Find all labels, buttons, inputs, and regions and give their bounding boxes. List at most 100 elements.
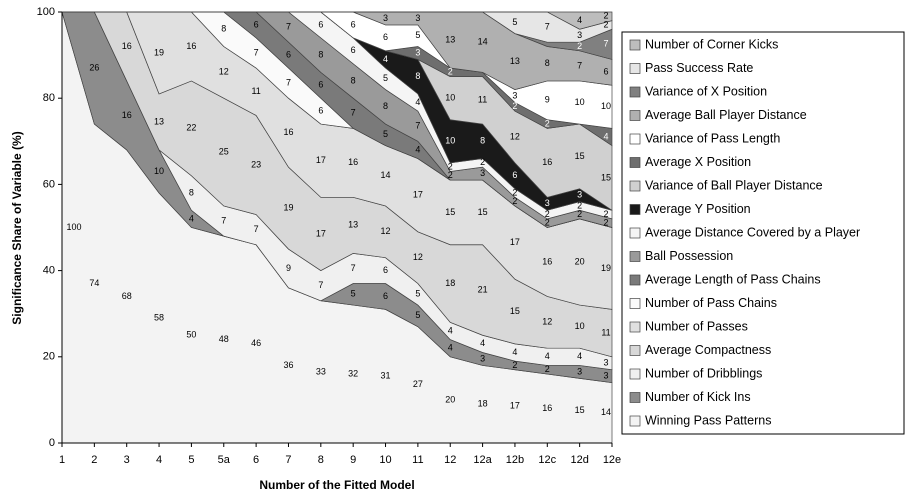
- data-label: 3: [415, 13, 420, 23]
- legend-swatch: [629, 415, 641, 427]
- data-label: 21: [478, 284, 488, 294]
- data-label: 12: [219, 67, 229, 77]
- data-label: 2: [603, 19, 608, 29]
- data-label: 6: [383, 291, 388, 301]
- data-label: 2: [603, 218, 608, 228]
- data-label: 4: [577, 351, 582, 361]
- data-label: 17: [510, 401, 520, 411]
- x-tick-label: 10: [379, 454, 391, 466]
- data-label: 6: [318, 80, 323, 90]
- data-label: 11: [251, 86, 260, 96]
- data-label: 7: [221, 215, 226, 225]
- data-label: 6: [383, 265, 388, 275]
- legend-swatch: [629, 392, 641, 403]
- data-label: 7: [318, 280, 323, 290]
- x-tick-label: 9: [350, 454, 356, 466]
- data-label: 16: [122, 41, 132, 51]
- data-label: 15: [478, 207, 488, 217]
- data-label: 3: [603, 358, 608, 368]
- data-label: 8: [415, 71, 420, 81]
- data-label: 8: [480, 136, 485, 146]
- data-label: 7: [254, 224, 259, 234]
- data-label: 6: [512, 170, 517, 180]
- x-tick-label: 7: [285, 454, 291, 466]
- data-label: 3: [545, 198, 550, 208]
- data-label: 9: [286, 263, 291, 273]
- data-label: 2: [577, 200, 582, 210]
- data-label: 5: [512, 17, 517, 27]
- data-label: 3: [383, 13, 388, 23]
- legend-swatch: [629, 63, 641, 74]
- legend-swatch: [629, 345, 641, 356]
- data-label: 13: [445, 34, 455, 44]
- x-axis-title: Number of the Fitted Model: [259, 478, 414, 492]
- data-label: 2: [512, 196, 517, 206]
- x-tick-label: 12: [444, 454, 456, 466]
- data-label: 8: [545, 58, 550, 68]
- legend-label: Average Compactness: [645, 343, 771, 357]
- data-label: 6: [351, 19, 356, 29]
- data-label: 2: [603, 11, 608, 21]
- data-label: 6: [351, 45, 356, 55]
- data-label: 17: [316, 155, 326, 165]
- x-tick-label: 12d: [570, 454, 588, 466]
- legend-swatch: [629, 133, 641, 145]
- data-label: 3: [577, 366, 582, 376]
- data-label: 32: [348, 368, 358, 378]
- x-tick-label: 1: [59, 454, 65, 466]
- data-label: 16: [542, 403, 552, 413]
- data-label: 19: [154, 47, 164, 57]
- data-label: 6: [318, 19, 323, 29]
- data-label: 16: [542, 157, 552, 167]
- data-label: 8: [221, 24, 226, 34]
- data-label: 10: [154, 166, 164, 176]
- data-label: 5: [383, 129, 388, 139]
- legend-swatch: [629, 110, 641, 121]
- data-label: 50: [186, 330, 196, 340]
- data-label: 16: [283, 127, 293, 137]
- y-tick-label: 60: [43, 178, 55, 190]
- legend-label: Winning Pass Patterns: [645, 413, 771, 427]
- x-tick-label: 4: [156, 454, 162, 466]
- data-label: 48: [219, 334, 229, 344]
- data-label: 14: [381, 170, 391, 180]
- data-label: 9: [545, 95, 550, 105]
- data-label: 8: [318, 49, 323, 59]
- data-label: 31: [381, 371, 391, 381]
- legend-label: Number of Passes: [645, 319, 748, 333]
- data-label: 16: [122, 110, 132, 120]
- data-label: 4: [545, 351, 550, 361]
- data-label: 13: [348, 220, 358, 230]
- y-tick-label: 0: [49, 437, 55, 449]
- legend-label: Ball Possession: [645, 249, 733, 263]
- data-label: 2: [480, 157, 485, 167]
- data-label: 12: [381, 226, 391, 236]
- legend-label: Variance of X Position: [645, 84, 767, 98]
- data-label: 11: [601, 327, 610, 337]
- data-label: 13: [154, 116, 164, 126]
- legend-box: [621, 31, 905, 435]
- data-label: 4: [415, 97, 420, 107]
- x-tick-label: 5: [188, 454, 194, 466]
- data-label: 3: [480, 168, 485, 178]
- x-tick-label: 2: [91, 454, 97, 466]
- data-label: 15: [445, 207, 455, 217]
- data-label: 7: [415, 121, 420, 131]
- x-tick-label: 12a: [473, 454, 492, 466]
- legend-swatch: [629, 368, 641, 380]
- data-label: 7: [286, 21, 291, 31]
- legend-label: Number of Corner Kicks: [645, 37, 778, 51]
- legend-label: Average Length of Pass Chains: [645, 272, 821, 286]
- data-label: 3: [415, 47, 420, 57]
- legend-swatch: [629, 39, 641, 51]
- data-label: 2: [603, 209, 608, 219]
- data-label: 33: [316, 366, 326, 376]
- data-label: 68: [122, 291, 132, 301]
- x-tick-label: 12e: [603, 454, 621, 466]
- x-tick-label: 11: [412, 454, 423, 466]
- legend-swatch: [629, 204, 641, 215]
- data-label: 74: [89, 278, 99, 288]
- data-label: 22: [186, 123, 196, 133]
- x-tick-label: 3: [124, 454, 130, 466]
- legend-swatch: [629, 251, 641, 262]
